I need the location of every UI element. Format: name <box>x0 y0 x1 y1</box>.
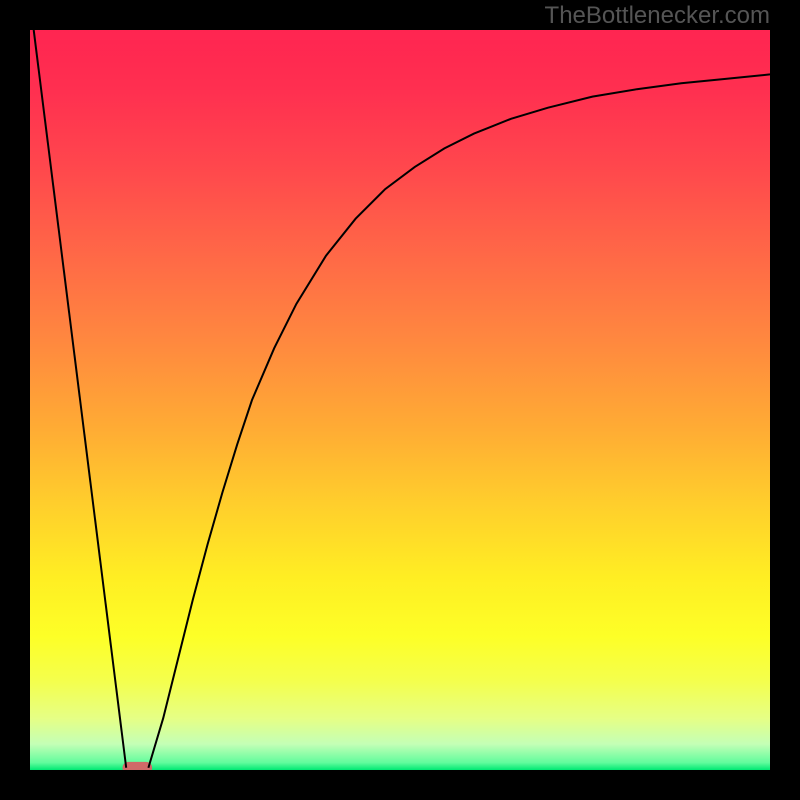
bottleneck-chart: TheBottlenecker.com <box>0 0 800 800</box>
chart-frame <box>0 0 800 800</box>
watermark-text: TheBottlenecker.com <box>545 2 770 30</box>
